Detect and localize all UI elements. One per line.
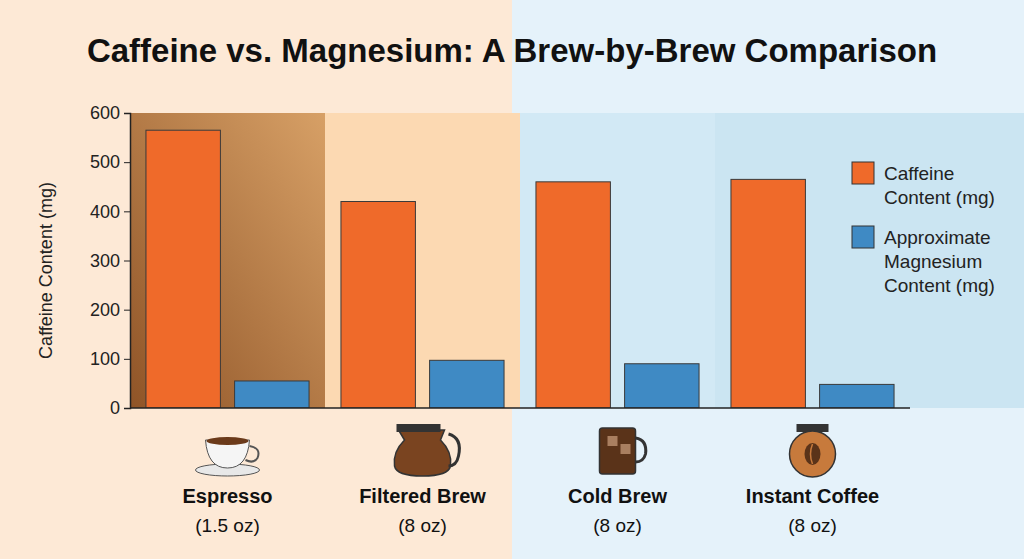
bar (341, 202, 415, 409)
y-tick: 300 (90, 251, 130, 271)
shape (805, 443, 821, 465)
bar (146, 130, 220, 408)
x-tick-label-line: (8 oz) (593, 515, 642, 536)
y-tick-label: 400 (90, 202, 120, 222)
x-tick-label-line: Filtered Brew (359, 485, 486, 507)
legend-label-line: Approximate (884, 227, 991, 248)
x-tick: Instant Coffee (8 oz) (746, 408, 879, 536)
y-axis-line (124, 114, 131, 409)
x-tick-label: Instant Coffee (8 oz) (746, 485, 879, 536)
bar (235, 381, 309, 408)
title: Caffeine vs. Magnesium: A Brew-by-Brew C… (87, 32, 937, 69)
y-tick-mark (124, 310, 130, 311)
x-tick-label-line: (8 oz) (398, 515, 447, 536)
x-axis-line (130, 407, 910, 409)
shape (608, 436, 618, 446)
y-tick: 0 (110, 398, 130, 418)
icon (394, 424, 459, 476)
background (0, 0, 1024, 559)
y-tick-mark (124, 359, 130, 360)
shape (207, 437, 249, 445)
shape (790, 431, 836, 477)
y-tick-mark (124, 211, 130, 212)
shape (397, 424, 441, 432)
y-tick-label: 200 (90, 300, 120, 320)
x-tick: Espresso (1.5 oz) (182, 408, 272, 536)
x-tick-label: Espresso (1.5 oz) (182, 485, 272, 536)
y-tick-mark (124, 408, 130, 409)
category-panel (715, 113, 1024, 408)
chart: Caffeine vs. Magnesium: A Brew-by-Brew C… (0, 0, 1024, 559)
x-tick-label-line: Espresso (182, 485, 272, 507)
category-panel (325, 113, 520, 408)
x-tick-label-line: Instant Coffee (746, 485, 879, 507)
legend-label: Approximate Magnesium Content (mg) (884, 227, 995, 296)
y-tick-label: 100 (90, 349, 120, 369)
y-tick: 600 (90, 103, 130, 123)
icon (600, 428, 646, 474)
x-tick: Filtered Brew (8 oz) (359, 408, 486, 536)
legend-swatch (852, 162, 874, 184)
y-tick-label: 500 (90, 152, 120, 172)
x-axis: Espresso(1.5 oz)Filtered Brew(8 oz)Cold … (130, 408, 910, 536)
y-axis: 0 100 200 300 400 500 600 (90, 103, 131, 418)
bar (536, 182, 610, 408)
x-tick-label: Filtered Brew (8 oz) (359, 485, 486, 536)
y-tick: 400 (90, 202, 130, 222)
y-tick: 500 (90, 152, 130, 172)
y-tick: 200 (90, 300, 130, 320)
shape (636, 438, 646, 462)
shape (246, 446, 259, 462)
y-tick-mark (124, 162, 130, 163)
legend-label-line: Content (mg) (884, 187, 995, 208)
x-tick-label: Cold Brew (8 oz) (568, 485, 667, 536)
y-tick-mark (124, 261, 130, 262)
legend-label: Caffeine Content (mg) (884, 163, 995, 208)
icon (196, 437, 260, 476)
shape (394, 430, 451, 476)
y-axis-title: Caffeine Content (mg) (36, 182, 56, 359)
y-tick-label: 0 (110, 398, 120, 418)
shape (449, 434, 460, 466)
bars (146, 130, 894, 408)
category-panel (130, 113, 325, 408)
y-tick-label: 300 (90, 251, 120, 271)
category-panel (520, 113, 715, 408)
x-tick-label-line: (8 oz) (788, 515, 837, 536)
legend: Caffeine Content (mg) Approximate Magnesium… (852, 162, 995, 296)
shape (600, 428, 636, 474)
y-tick-label: 600 (90, 103, 120, 123)
legend-label-line: Content (mg) (884, 275, 995, 296)
x-tick: Cold Brew (8 oz) (568, 408, 667, 536)
legend-label-line: Caffeine (884, 163, 954, 184)
legend-swatch (852, 226, 874, 248)
shape (621, 444, 631, 454)
bar (731, 179, 805, 408)
background-right (512, 0, 1024, 559)
bar (625, 364, 699, 408)
y-tick: 100 (90, 349, 130, 369)
bar (820, 384, 894, 408)
legend-label-line: Magnesium (884, 251, 982, 272)
y-tick-mark (124, 113, 130, 114)
x-tick-label-line: Cold Brew (568, 485, 667, 507)
icons (196, 424, 836, 477)
bar (430, 360, 504, 408)
x-tick-label-line: (1.5 oz) (195, 515, 259, 536)
icon (790, 424, 836, 477)
shape (811, 444, 813, 464)
